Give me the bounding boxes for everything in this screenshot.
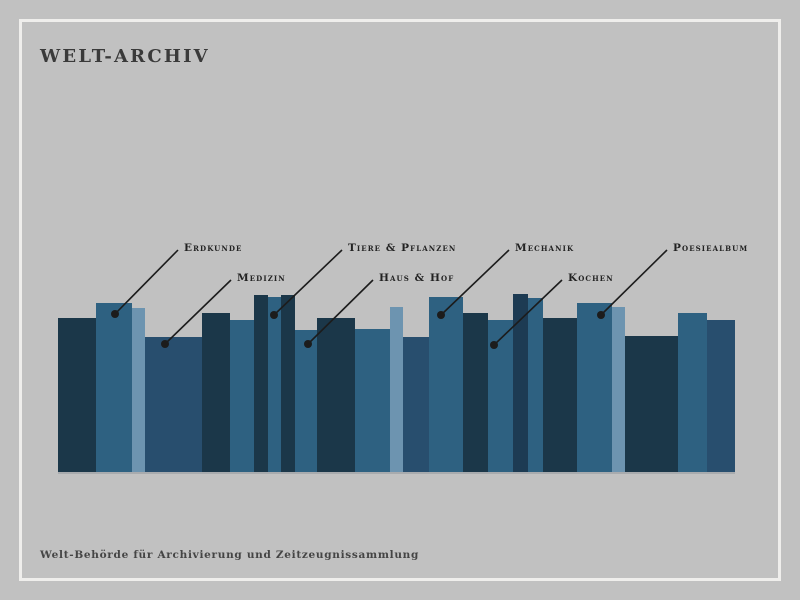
book-spine-19 — [528, 298, 543, 472]
book-spine-9 — [281, 295, 295, 472]
book-spine-10[interactable] — [295, 330, 317, 472]
book-spine-23 — [625, 336, 678, 472]
book-spine-8[interactable] — [268, 297, 281, 472]
footer-caption: Welt-Behörde für Archivierung und Zeitze… — [40, 549, 420, 561]
book-spine-13 — [390, 307, 403, 472]
category-label-kochen[interactable]: Kochen — [568, 272, 614, 284]
book-spine-12 — [355, 329, 390, 472]
book-spine-1 — [58, 318, 96, 472]
book-spine-11 — [317, 318, 355, 472]
book-spine-21[interactable] — [577, 303, 612, 472]
book-spine-20 — [543, 318, 577, 472]
decorative-frame — [19, 19, 781, 581]
category-label-poesiealbum[interactable]: Poesiealbum — [673, 242, 749, 254]
book-spine-25 — [707, 320, 735, 472]
page-title: WELT-ARCHIV — [40, 46, 210, 68]
book-spine-4[interactable] — [145, 337, 202, 472]
book-spine-2[interactable] — [96, 303, 132, 472]
book-spine-16 — [463, 313, 488, 472]
book-spine-17[interactable] — [488, 320, 513, 472]
category-label-tiere-pflanzen[interactable]: Tiere & Pflanzen — [348, 242, 457, 254]
book-spine-6 — [230, 320, 254, 472]
category-label-erdkunde[interactable]: Erdkunde — [184, 242, 243, 254]
book-spine-18 — [513, 294, 528, 472]
book-spine-15[interactable] — [429, 297, 463, 472]
book-spine-24 — [678, 313, 707, 472]
category-label-mechanik[interactable]: Mechanik — [515, 242, 575, 254]
book-spine-14 — [403, 337, 429, 472]
book-spine-22 — [612, 307, 625, 472]
category-label-haus-hof[interactable]: Haus & Hof — [379, 272, 455, 284]
category-label-medizin[interactable]: Medizin — [237, 272, 286, 284]
book-spine-7 — [254, 295, 268, 472]
shelf-line — [58, 472, 735, 474]
book-spine-5 — [202, 313, 230, 472]
book-spine-3 — [132, 308, 145, 472]
